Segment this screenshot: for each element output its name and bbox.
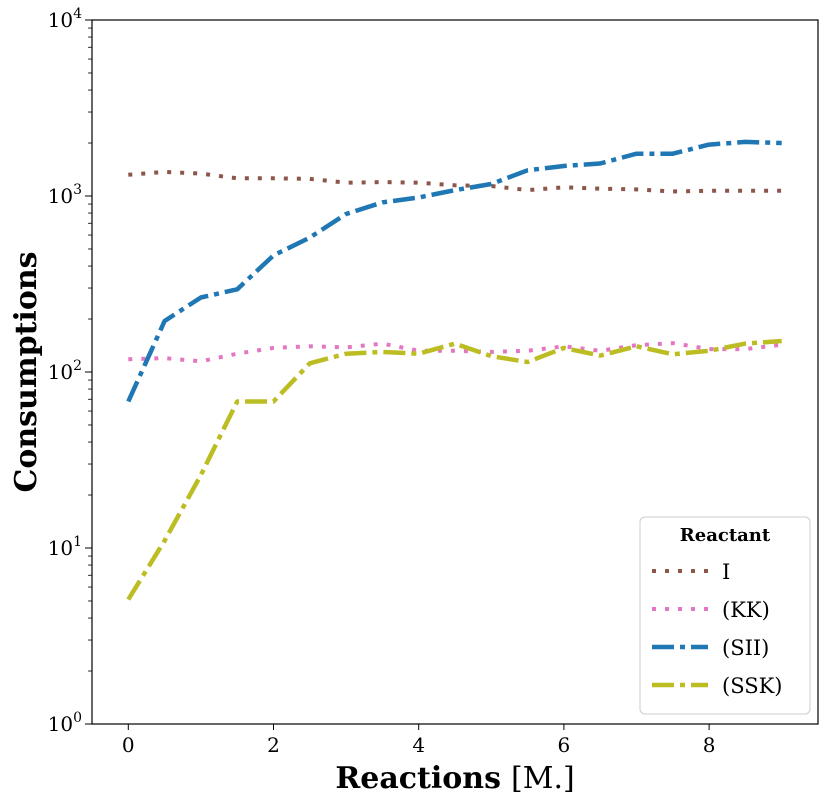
- legend-label-3: (SII): [722, 636, 769, 660]
- x-tick-label: 8: [703, 733, 716, 757]
- x-axis-unit: [M.]: [511, 761, 575, 796]
- y-tick-label: 104: [48, 6, 82, 32]
- x-tick-label: 4: [412, 733, 425, 757]
- legend-label-2: (KK): [722, 598, 770, 622]
- x-axis-title: Reactions [M.]: [335, 761, 574, 796]
- y-tick-label: 103: [48, 182, 82, 208]
- series-line-4: [126, 338, 782, 601]
- y-tick-label: 102: [48, 358, 82, 384]
- y-tick-label: 100: [48, 710, 82, 736]
- legend-box: [639, 516, 811, 715]
- legend-items: I (KK) (SII) (SSK): [652, 560, 782, 698]
- legend: Reactant I (KK) (SII) (SSK): [639, 516, 811, 715]
- y-tick-label: 101: [48, 534, 82, 560]
- legend-label-4: (SSK): [722, 674, 782, 698]
- y-axis: 100 101 102 103 104: [48, 6, 92, 736]
- x-tick-label: 2: [267, 733, 280, 757]
- legend-title: Reactant: [680, 525, 771, 546]
- series-line-2: [128, 341, 782, 364]
- legend-label-1: I: [722, 560, 730, 584]
- series-line-3: [126, 139, 782, 403]
- series-line-1: [128, 169, 782, 194]
- x-axis-label: Reactions: [335, 761, 501, 796]
- y-axis-title: Consumptions: [9, 251, 44, 492]
- plot-lines: [126, 139, 782, 601]
- x-axis: 0 2 4 6 8: [122, 724, 716, 757]
- x-tick-label: 6: [558, 733, 571, 757]
- x-tick-label: 0: [122, 733, 135, 757]
